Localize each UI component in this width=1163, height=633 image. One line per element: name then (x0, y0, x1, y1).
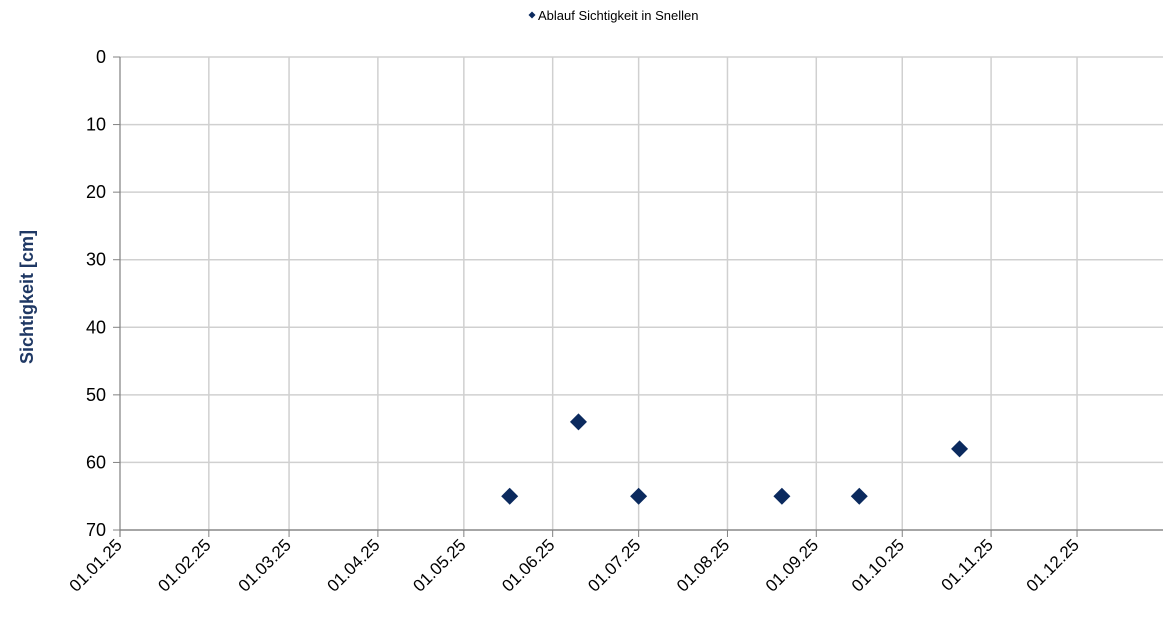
legend-label: Ablauf Sichtigkeit in Snellen (538, 8, 698, 23)
y-tick-label: 20 (86, 182, 106, 202)
data-point (951, 440, 969, 458)
y-tick-label: 10 (86, 115, 106, 135)
x-tick-label: 01.01.25 (66, 535, 126, 595)
x-tick-label: 01.12.25 (1023, 535, 1083, 595)
x-tick-label: 01.06.25 (498, 535, 558, 595)
y-tick-label: 60 (86, 452, 106, 472)
x-tick-label: 01.05.25 (409, 535, 469, 595)
y-tick-label: 30 (86, 250, 106, 270)
data-point (773, 487, 791, 505)
x-tick-label: 01.02.25 (154, 535, 214, 595)
x-tick-label: 01.07.25 (584, 535, 644, 595)
data-point (630, 487, 648, 505)
legend: Ablauf Sichtigkeit in Snellen (528, 8, 698, 23)
axes (113, 56, 1163, 537)
x-tick-label: 01.09.25 (762, 535, 822, 595)
x-tick-label: 01.03.25 (235, 535, 295, 595)
y-tick-label: 50 (86, 385, 106, 405)
data-point (501, 487, 519, 505)
x-tick-label: 01.08.25 (673, 535, 733, 595)
y-tick-label: 40 (86, 317, 106, 337)
x-tick-label: 01.10.25 (848, 535, 908, 595)
grid (120, 56, 1163, 531)
data-point (850, 487, 868, 505)
data-point (569, 413, 587, 431)
data-points (501, 413, 969, 505)
x-tick-labels: 01.01.25 01.02.25 01.03.25 01.04.25 01.05.25… (66, 535, 1083, 595)
y-tick-labels: 0 10 20 30 40 50 60 70 (86, 47, 106, 540)
y-axis-label: Sichtigkeit [cm] (17, 230, 37, 364)
y-tick-label: 0 (96, 47, 106, 67)
y-tick-label: 70 (86, 520, 106, 540)
x-tick-label: 01.04.25 (323, 535, 383, 595)
x-tick-label: 01.11.25 (938, 535, 997, 594)
legend-marker-diamond (528, 11, 536, 19)
